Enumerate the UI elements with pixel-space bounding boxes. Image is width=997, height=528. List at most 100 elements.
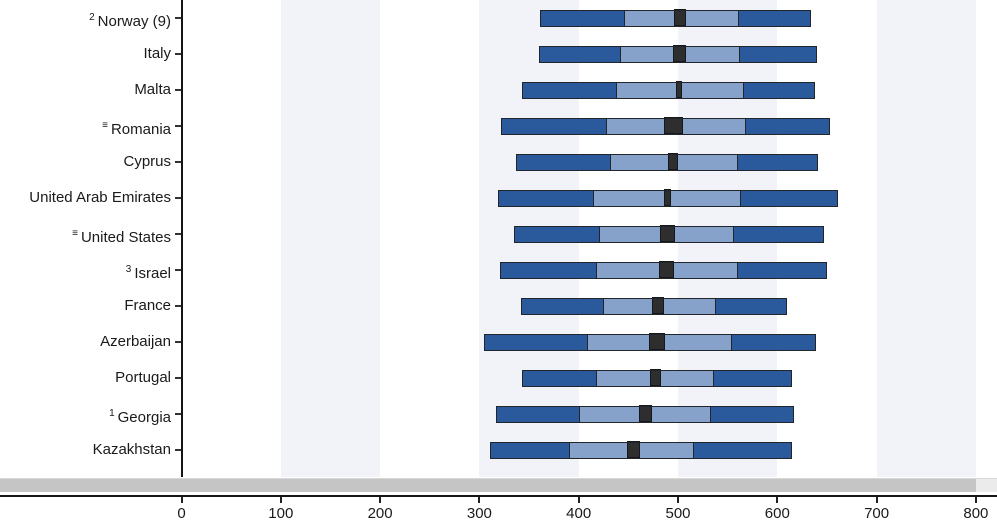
p75-p95-segment xyxy=(739,45,817,63)
bar-outline xyxy=(500,261,827,279)
percentile-bar xyxy=(516,152,818,171)
p25-divider xyxy=(598,225,600,243)
country-label: United Arab Emirates xyxy=(0,189,171,207)
p25-divider xyxy=(616,81,618,99)
p25-divider xyxy=(602,297,604,315)
grid-band xyxy=(876,0,976,477)
p75-divider xyxy=(736,153,738,171)
x-axis-tick-label: 400 xyxy=(566,505,592,522)
percentile-bar xyxy=(501,116,830,135)
p75-divider xyxy=(709,405,711,423)
p25-divider xyxy=(578,405,580,423)
country-name: Georgia xyxy=(117,409,171,426)
x-axis-tick-label: 300 xyxy=(466,505,492,522)
p75-divider xyxy=(714,297,716,315)
mean-confidence-box xyxy=(664,116,683,134)
country-name: Cyprus xyxy=(123,153,171,170)
country-label: Italy xyxy=(0,45,171,63)
bar-outline xyxy=(496,405,795,423)
percentile-bar xyxy=(521,296,788,315)
percentile-bar xyxy=(514,224,824,243)
p5-p25-segment xyxy=(522,81,617,99)
row-tick xyxy=(175,89,181,91)
p5-p25-segment xyxy=(514,225,599,243)
percentile-bar xyxy=(496,404,795,423)
country-label: Malta xyxy=(0,81,171,99)
row-tick xyxy=(175,305,181,307)
x-axis-tick xyxy=(180,497,183,503)
percentile-bar xyxy=(522,80,816,99)
mean-confidence-box xyxy=(676,80,682,98)
row-tick xyxy=(175,53,181,55)
p75-p95-segment xyxy=(737,261,827,279)
row-tick xyxy=(175,161,181,163)
x-axis-line xyxy=(0,495,997,497)
p75-divider xyxy=(692,441,694,459)
p25-divider xyxy=(592,189,594,207)
bar-outline xyxy=(514,225,824,243)
x-axis-tick-label: 0 xyxy=(177,505,186,522)
x-axis-tick xyxy=(379,497,382,503)
p5-p25-segment xyxy=(538,45,621,63)
country-name: France xyxy=(124,297,171,314)
horizontal-scrollbar-track[interactable] xyxy=(0,478,997,492)
row-tick xyxy=(175,233,181,235)
country-label: Kazakhstan xyxy=(0,441,171,459)
country-name: Azerbaijan xyxy=(100,333,171,350)
p25-divider xyxy=(595,261,597,279)
percentile-bar xyxy=(500,260,827,279)
p5-p25-segment xyxy=(500,261,596,279)
country-name: United States xyxy=(80,229,171,246)
country-footnote-mark: ≡ xyxy=(102,120,108,131)
country-label: France xyxy=(0,297,171,315)
country-name: Portugal xyxy=(115,369,171,386)
p75-divider xyxy=(737,9,739,27)
x-axis-tick xyxy=(776,497,779,503)
p75-p95-segment xyxy=(713,369,793,387)
country-label: 2 Norway (9) xyxy=(0,9,171,31)
country-label: ≡ Romania xyxy=(0,117,171,139)
country-label: ≡ United States xyxy=(0,225,171,247)
percentile-bar xyxy=(484,332,817,351)
percentile-bar xyxy=(539,8,812,27)
x-axis-tick xyxy=(875,497,878,503)
bar-outline xyxy=(498,189,838,207)
bar-outline xyxy=(522,81,816,99)
p25-divider xyxy=(610,153,612,171)
mean-confidence-box xyxy=(649,332,666,350)
p75-p95-segment xyxy=(693,441,793,459)
country-label: 3 Israel xyxy=(0,261,171,283)
row-tick xyxy=(175,197,181,199)
p75-p95-segment xyxy=(710,405,795,423)
bar-outline xyxy=(484,333,817,351)
country-label: Azerbaijan xyxy=(0,333,171,351)
row-tick xyxy=(175,449,181,451)
percentile-bar xyxy=(522,368,793,387)
country-footnote-mark: 3 xyxy=(125,264,132,275)
bar-outline xyxy=(522,369,793,387)
x-axis-tick xyxy=(677,497,679,503)
p75-p95-segment xyxy=(731,333,816,351)
mean-confidence-box xyxy=(652,296,665,314)
p75-divider xyxy=(739,189,741,207)
p5-p25-segment xyxy=(516,153,611,171)
country-name: Norway (9) xyxy=(97,13,171,30)
percentile-bar xyxy=(498,188,838,207)
y-axis-line xyxy=(181,0,183,477)
p5-p25-segment xyxy=(496,405,579,423)
mean-confidence-box xyxy=(673,44,686,62)
p25-divider xyxy=(620,45,622,63)
country-label: Cyprus xyxy=(0,153,171,171)
p75-divider xyxy=(742,81,744,99)
p75-p95-segment xyxy=(745,117,830,135)
p25-divider xyxy=(595,369,597,387)
p75-p95-segment xyxy=(715,297,788,315)
bar-outline xyxy=(490,441,793,459)
p75-divider xyxy=(736,261,738,279)
p5-p25-segment xyxy=(490,441,569,459)
p75-divider xyxy=(712,369,714,387)
horizontal-scrollbar-thumb[interactable] xyxy=(0,479,976,492)
country-name: Israel xyxy=(134,265,171,282)
row-tick xyxy=(175,269,181,271)
